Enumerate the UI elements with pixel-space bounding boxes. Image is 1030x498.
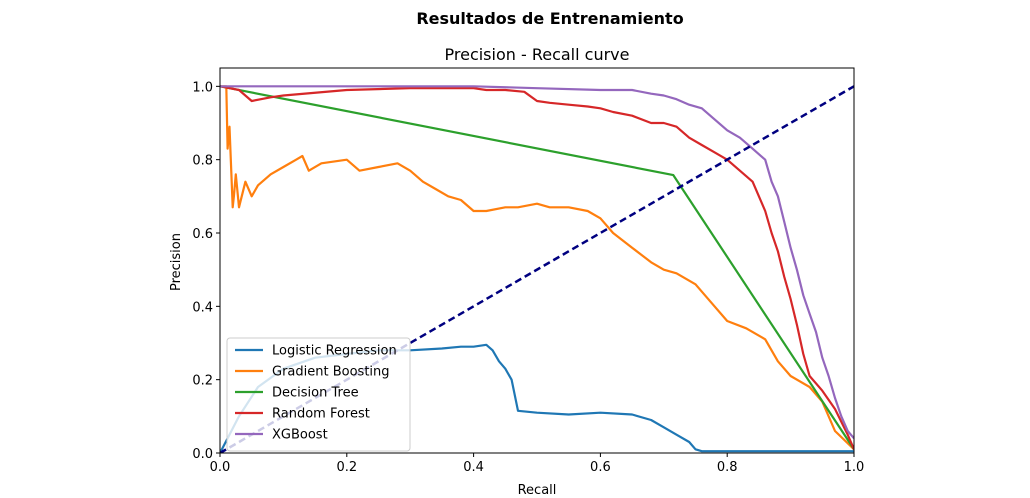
chart-title: Precision - Recall curve xyxy=(445,45,630,64)
legend-label: Decision Tree xyxy=(272,386,359,401)
legend: Logistic Regression Gradient Boosting Deci… xyxy=(226,337,411,452)
x-tick-label: 0.4 xyxy=(463,460,484,475)
axes-frame xyxy=(219,67,855,454)
y-tick-label: 0.6 xyxy=(192,227,213,242)
y-tick-label: 0.2 xyxy=(192,374,213,389)
legend-label: XGBoost xyxy=(272,428,328,443)
x-tick-label: 0.0 xyxy=(210,460,231,475)
y-tick-label: 0.8 xyxy=(192,154,213,169)
series-line-3 xyxy=(220,85,854,450)
y-tick-label: 0.0 xyxy=(192,447,213,462)
x-tick-label: 0.2 xyxy=(336,460,357,475)
y-tick-label: 1.0 xyxy=(192,80,213,95)
legend-label: Gradient Boosting xyxy=(272,365,390,380)
series-line-4 xyxy=(220,85,854,440)
axes: 0.0 0.2 0.4 0.6 0.8 1.0 0.0 0.2 0.4 0.6 0.8 1.0 xyxy=(192,67,865,475)
y-axis-label: Precision xyxy=(169,233,184,291)
legend-label: Random Forest xyxy=(272,407,370,422)
x-tick-label: 0.8 xyxy=(717,460,738,475)
series-line-1 xyxy=(220,85,854,451)
legend-box xyxy=(226,337,411,452)
legend-label: Logistic Regression xyxy=(272,344,397,359)
x-tick-label: 0.6 xyxy=(590,460,611,475)
x-axis-label: Recall xyxy=(518,483,557,498)
y-tick-label: 0.4 xyxy=(192,300,213,315)
chart-suptitle: Resultados de Entrenamiento xyxy=(416,9,683,28)
series-line-2 xyxy=(220,85,854,450)
x-tick-label: 1.0 xyxy=(844,460,865,475)
